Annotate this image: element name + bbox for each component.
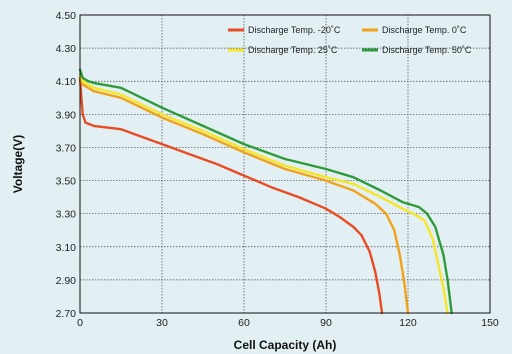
x-tick-label: 30 xyxy=(156,317,168,329)
legend-label-1: Discharge Temp. 0˚C xyxy=(382,25,467,35)
grid-lines xyxy=(80,15,490,313)
series-line-0 xyxy=(78,76,384,315)
x-tick-label: 150 xyxy=(481,317,499,329)
y-tick-label: 3.90 xyxy=(56,109,77,121)
series-line-2 xyxy=(78,73,449,315)
plot-frame xyxy=(79,14,491,314)
legend: Discharge Temp. -20˚C Discharge Temp. 0˚C… xyxy=(228,25,472,55)
y-tick-label: 4.50 xyxy=(56,10,77,22)
y-tick-label: 2.90 xyxy=(56,275,77,287)
x-tick-label: 90 xyxy=(320,317,332,329)
y-tick-label: 3.70 xyxy=(56,142,77,154)
x-tick-label: 120 xyxy=(399,317,417,329)
y-tick-label: 3.30 xyxy=(56,209,77,221)
y-tick-label: 4.10 xyxy=(56,76,77,88)
tick-labels: 0 30 60 90 120 150 2.70 2.90 3.10 3.30 3.50 3.70 3.9… xyxy=(56,10,499,329)
x-axis-title: Cell Capacity (Ah) xyxy=(234,338,337,352)
series-line-3 xyxy=(78,68,453,315)
legend-label-0: Discharge Temp. -20˚C xyxy=(248,25,341,35)
y-tick-label: 4.30 xyxy=(56,43,77,55)
series-line-1 xyxy=(78,76,410,315)
y-axis-title: Voltage(V) xyxy=(11,135,25,193)
x-tick-label: 0 xyxy=(77,317,83,329)
y-tick-label: 3.10 xyxy=(56,242,77,254)
y-tick-label: 2.70 xyxy=(56,308,77,320)
legend-label-3: Discharge Temp. 50˚C xyxy=(382,45,472,55)
legend-label-2: Discharge Temp. 25˚C xyxy=(248,45,338,55)
series-lines xyxy=(78,68,453,315)
y-tick-label: 3.50 xyxy=(56,176,77,188)
x-tick-label: 60 xyxy=(238,317,250,329)
